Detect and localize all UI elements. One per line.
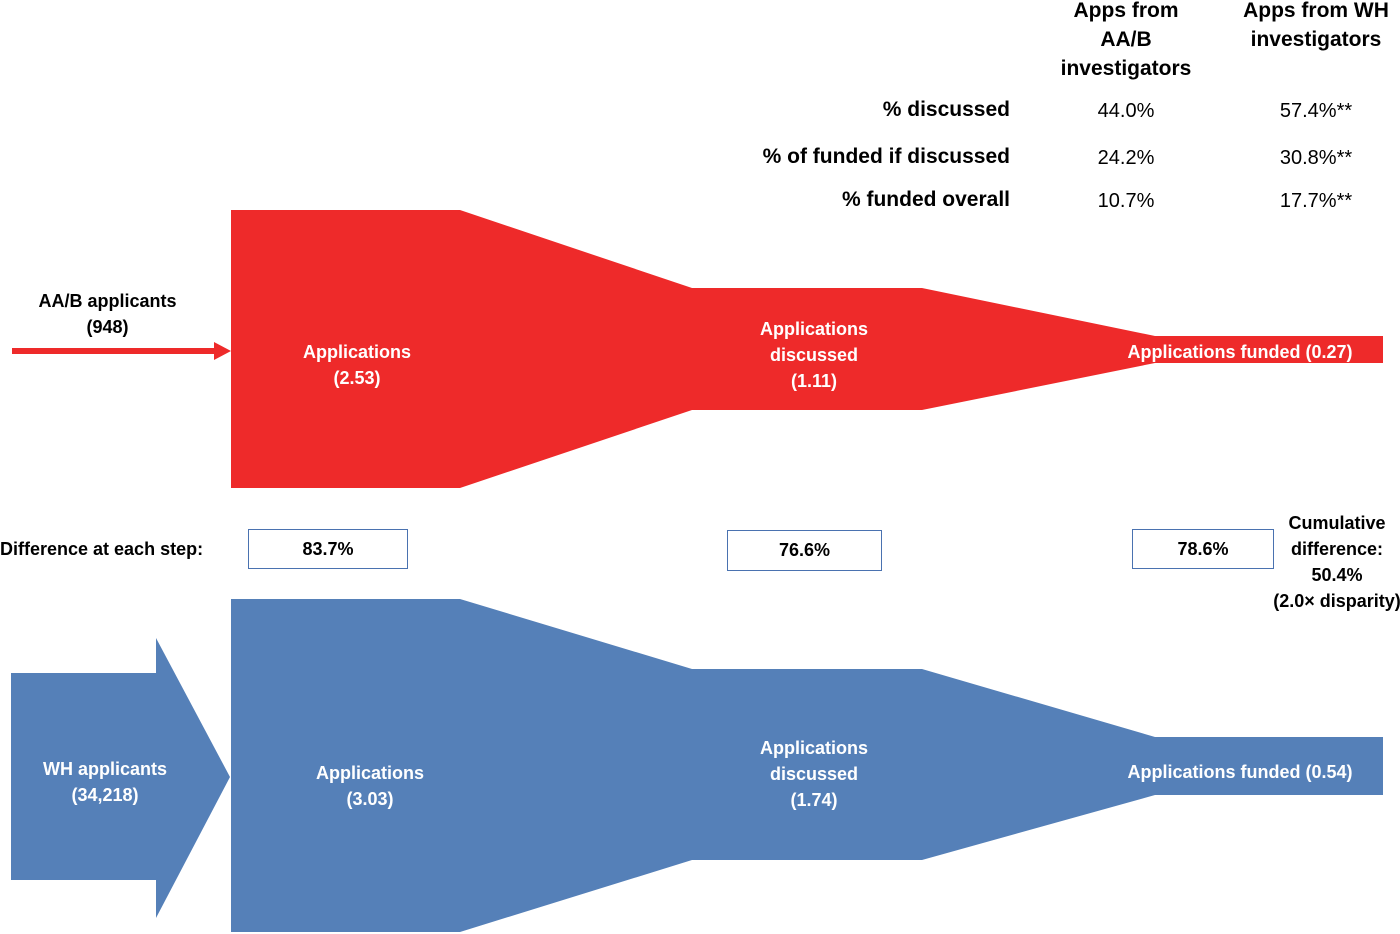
difference-step-3: 78.6% — [1132, 529, 1274, 569]
difference-label: Difference at each step: — [0, 539, 204, 559]
aab-stage-funded: Applications funded (0.27) — [1127, 342, 1353, 362]
difference-step-2: 76.6% — [727, 530, 882, 571]
wh-applicants-count: (34,218) — [71, 785, 139, 805]
wh-arrow — [11, 638, 230, 918]
col-header-aab: Apps from AA/B investigators — [1060, 0, 1192, 80]
aab-stage-applications-label: Applications — [302, 342, 411, 362]
wh-funded-overall: 17.7%** — [1279, 190, 1353, 212]
wh-stage-applications: Applications (3.03) — [295, 760, 445, 812]
col-header-wh: Apps from WH investigators — [1243, 0, 1389, 51]
aab-stage-discussed-value: (1.11) — [790, 371, 838, 391]
aab-discussed: 44.0% — [1097, 100, 1155, 122]
wh-applicants: WH applicants (34,218) — [20, 756, 190, 808]
cumulative-value: 50.4% — [1311, 565, 1363, 585]
aab-stage-applications-value: (2.53) — [333, 368, 381, 388]
wh-stage-discussed-label: Applications discussed — [759, 738, 868, 784]
aab-applicants: AA/B applicants (948) — [20, 288, 195, 340]
wh-stage-discussed-value: (1.74) — [790, 790, 838, 810]
row-label-funded-overall: % funded overall — [841, 188, 1010, 211]
wh-stage-funded: Applications funded (0.54) — [1127, 762, 1353, 782]
cumulative-difference: Cumulative difference: 50.4% (2.0× dispa… — [1264, 510, 1400, 614]
aab-funded-if-discussed: 24.2% — [1097, 147, 1155, 169]
aab-applicants-label: AA/B applicants — [38, 291, 177, 311]
wh-discussed: 57.4%** — [1279, 100, 1353, 122]
difference-step-1: 83.7% — [248, 529, 408, 569]
aab-stage-applications: Applications (2.53) — [282, 339, 432, 391]
wh-stage-discussed: Applications discussed (1.74) — [734, 735, 894, 813]
wh-stage-applications-label: Applications — [315, 763, 424, 783]
row-label-funded-if-discussed: % of funded if discussed — [762, 145, 1010, 168]
wh-funded-if-discussed: 30.8%** — [1279, 147, 1353, 169]
cumulative-label: Cumulative difference: — [1288, 513, 1386, 559]
aab-stage-discussed-label: Applications discussed — [759, 319, 868, 365]
aab-stage-discussed: Applications discussed (1.11) — [734, 316, 894, 394]
cumulative-disparity: (2.0× disparity) — [1273, 591, 1400, 611]
wh-funnel — [231, 599, 1383, 932]
aab-funded-overall: 10.7% — [1097, 190, 1155, 212]
aab-applicants-count: (948) — [86, 317, 129, 337]
aab-arrow — [12, 342, 231, 360]
aab-funnel — [231, 210, 1383, 488]
wh-stage-applications-value: (3.03) — [346, 789, 394, 809]
wh-applicants-label: WH applicants — [42, 759, 167, 779]
row-label-discussed: % discussed — [882, 98, 1010, 121]
